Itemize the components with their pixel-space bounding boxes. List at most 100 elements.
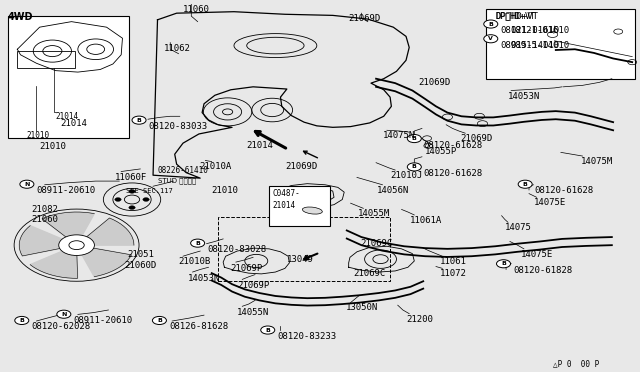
Text: 13050N: 13050N <box>346 303 378 312</box>
Circle shape <box>484 20 498 28</box>
Circle shape <box>518 180 532 188</box>
Text: 11061A: 11061A <box>410 216 442 225</box>
Text: C0487-: C0487- <box>272 189 300 198</box>
Polygon shape <box>81 248 131 277</box>
Circle shape <box>129 206 135 209</box>
Bar <box>486 9 636 79</box>
Bar <box>17 51 75 68</box>
Bar <box>269 186 330 226</box>
Text: 21069P: 21069P <box>237 280 269 289</box>
Text: 08121-01610: 08121-01610 <box>510 26 569 35</box>
Text: 14055N: 14055N <box>237 308 269 317</box>
Circle shape <box>115 198 121 201</box>
Text: 21051: 21051 <box>127 250 154 259</box>
Bar <box>218 217 390 281</box>
Text: DP・HD+VT: DP・HD+VT <box>495 12 538 21</box>
Text: 13049: 13049 <box>287 255 314 264</box>
Text: 21082: 21082 <box>31 205 58 214</box>
Circle shape <box>129 190 135 193</box>
Text: 21014: 21014 <box>272 201 295 210</box>
Text: 21069C: 21069C <box>354 269 386 279</box>
Text: 21069D: 21069D <box>460 134 492 143</box>
Text: 11060: 11060 <box>183 5 210 14</box>
Text: B: B <box>523 182 527 187</box>
Text: N: N <box>61 312 67 317</box>
Polygon shape <box>19 226 64 256</box>
Text: 08911-20610: 08911-20610 <box>36 186 95 195</box>
Text: B: B <box>501 261 506 266</box>
Circle shape <box>260 326 275 334</box>
Text: 08120-83233: 08120-83233 <box>277 332 337 341</box>
Text: 08120-83028: 08120-83028 <box>207 245 266 254</box>
Circle shape <box>59 235 95 256</box>
Text: 08911-20610: 08911-20610 <box>74 316 132 325</box>
Text: 21014: 21014 <box>56 112 79 121</box>
Text: 08915-14010: 08915-14010 <box>500 41 559 50</box>
Text: 21010A: 21010A <box>199 161 231 171</box>
Text: △P 0  00 P: △P 0 00 P <box>552 359 599 368</box>
Polygon shape <box>30 251 77 278</box>
Text: 21014: 21014 <box>61 119 88 128</box>
Ellipse shape <box>302 207 323 214</box>
Circle shape <box>143 198 149 201</box>
Polygon shape <box>42 212 94 238</box>
Text: 14053N: 14053N <box>188 274 220 283</box>
Text: 08121-01610: 08121-01610 <box>500 26 559 35</box>
Circle shape <box>152 317 166 324</box>
Text: 21069C: 21069C <box>360 239 392 248</box>
Circle shape <box>15 317 29 324</box>
Circle shape <box>57 310 71 318</box>
Circle shape <box>484 35 498 43</box>
Text: 21010: 21010 <box>27 131 50 140</box>
Text: B: B <box>412 164 417 169</box>
Text: 21010B: 21010B <box>179 257 211 266</box>
Text: 21069D: 21069D <box>419 78 451 87</box>
Text: B: B <box>19 318 24 323</box>
Text: 11060F: 11060F <box>115 173 147 182</box>
Text: 14075E: 14075E <box>521 250 553 259</box>
Text: DP・HD+VT: DP・HD+VT <box>495 12 535 21</box>
Text: 08120-62028: 08120-62028 <box>31 323 90 331</box>
Text: 21010: 21010 <box>40 142 67 151</box>
Text: STUD スタッド: STUD スタッド <box>157 177 196 184</box>
Text: 14075N: 14075N <box>383 131 415 140</box>
Text: V: V <box>488 36 493 41</box>
Text: 21069P: 21069P <box>231 264 263 273</box>
Text: 4WD: 4WD <box>8 12 33 22</box>
Circle shape <box>497 260 511 268</box>
Text: 14075E: 14075E <box>534 198 566 208</box>
Text: 14053N: 14053N <box>508 92 540 100</box>
Text: 21014: 21014 <box>246 141 273 150</box>
Text: 08120-83033: 08120-83033 <box>148 122 208 131</box>
Text: 08120-61628: 08120-61628 <box>535 186 594 195</box>
Text: 21069D: 21069D <box>285 161 317 171</box>
Bar <box>8 16 129 138</box>
Text: 08120-61628: 08120-61628 <box>424 141 483 150</box>
Text: 11072: 11072 <box>440 269 467 279</box>
Text: 08126-81628: 08126-81628 <box>169 323 228 331</box>
Text: 14055M: 14055M <box>358 209 390 218</box>
Text: 11062: 11062 <box>164 44 191 53</box>
Text: 21010: 21010 <box>212 186 239 195</box>
Text: 21010J: 21010J <box>390 171 422 180</box>
Circle shape <box>191 239 205 247</box>
Text: 08226-61410: 08226-61410 <box>157 166 209 175</box>
Text: 21060D: 21060D <box>124 261 157 270</box>
Circle shape <box>132 116 146 124</box>
Text: B: B <box>136 118 141 123</box>
Text: N: N <box>24 182 29 187</box>
Text: 08120-61828: 08120-61828 <box>513 266 572 275</box>
Text: 21200: 21200 <box>406 315 433 324</box>
Text: 21060: 21060 <box>31 215 58 224</box>
Text: 21069D: 21069D <box>349 14 381 23</box>
Text: SEE SEC.117: SEE SEC.117 <box>125 189 172 195</box>
Text: 14075M: 14075M <box>581 157 614 166</box>
Circle shape <box>407 163 421 171</box>
Text: B: B <box>488 22 493 26</box>
Text: 11061: 11061 <box>440 257 467 266</box>
Text: B: B <box>157 318 162 323</box>
Text: 08915-14010: 08915-14010 <box>510 41 569 50</box>
Text: B: B <box>266 327 270 333</box>
Circle shape <box>407 135 421 142</box>
Text: 14056N: 14056N <box>378 186 410 195</box>
